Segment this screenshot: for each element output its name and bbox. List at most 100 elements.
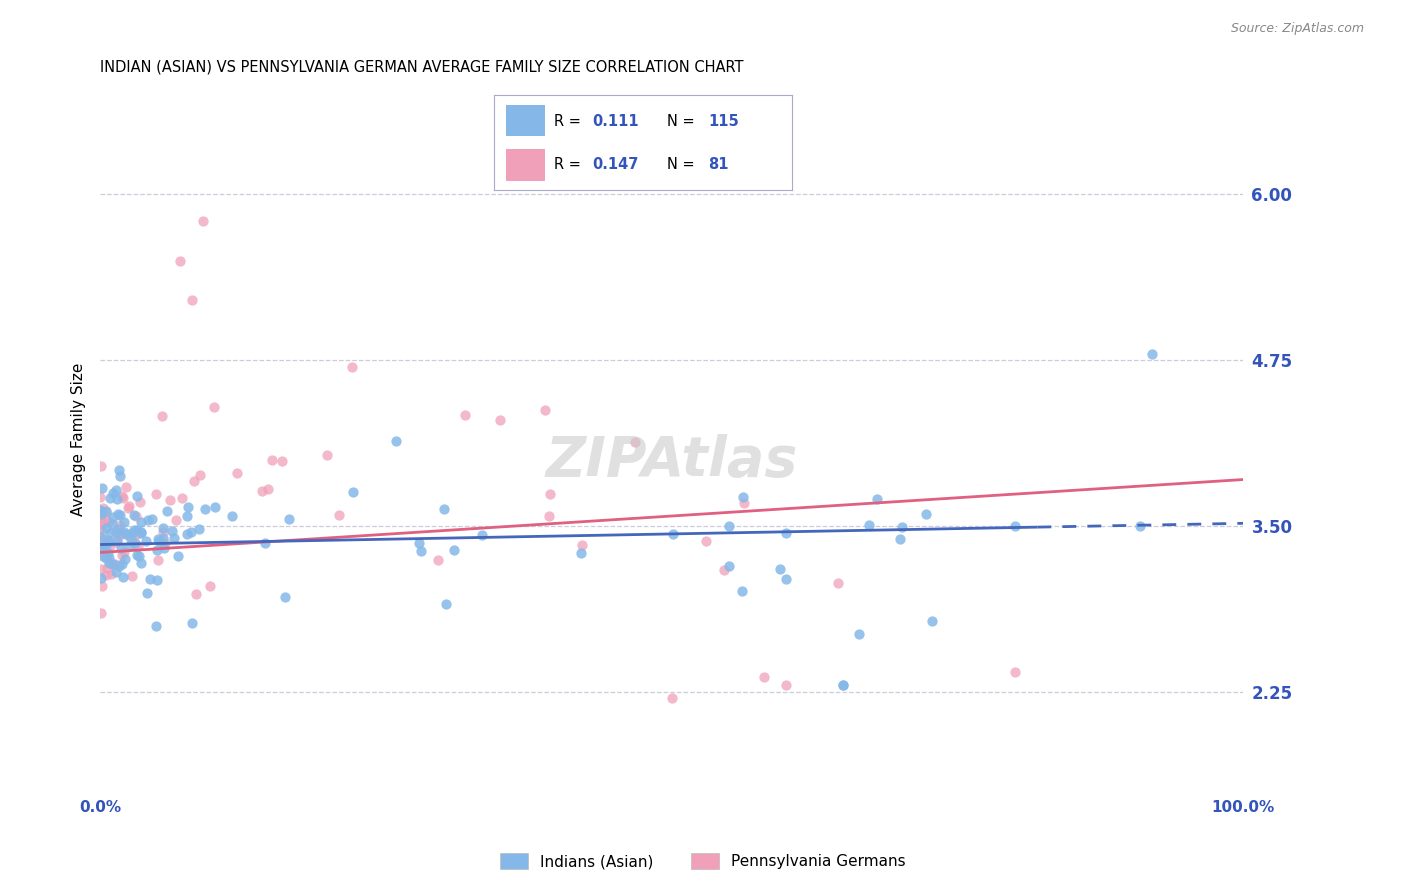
Point: [145, 573, 167, 587]
Point: [156, 504, 179, 518]
Point: [146, 532, 169, 546]
Point: [122, 524, 145, 538]
Point: [110, 541, 132, 555]
Point: [128, 549, 150, 564]
Point: [775, 678, 797, 692]
Point: [152, 541, 174, 556]
Point: [172, 491, 194, 505]
Point: [254, 535, 277, 549]
Point: [105, 491, 128, 506]
Point: [90, 578, 112, 592]
Point: [661, 691, 683, 706]
Point: [538, 509, 561, 524]
Point: [271, 453, 294, 467]
Point: [427, 552, 450, 566]
Point: [101, 517, 124, 532]
Point: [257, 482, 280, 496]
Point: [571, 538, 593, 552]
Point: [176, 527, 198, 541]
Point: [167, 549, 190, 563]
Point: [733, 490, 755, 504]
Point: [827, 576, 849, 591]
Point: [89, 491, 111, 505]
Point: [866, 491, 889, 506]
Point: [180, 293, 202, 308]
Point: [135, 534, 157, 549]
Point: [152, 525, 174, 540]
Point: [152, 521, 174, 535]
Point: [534, 402, 557, 417]
Point: [115, 527, 138, 541]
Point: [1004, 519, 1026, 533]
Point: [340, 359, 363, 374]
Point: [328, 508, 350, 523]
Point: [111, 558, 134, 572]
Point: [89, 510, 111, 524]
Text: Source: ZipAtlas.com: Source: ZipAtlas.com: [1230, 22, 1364, 36]
Point: [188, 468, 211, 483]
Point: [409, 543, 432, 558]
Point: [90, 562, 112, 576]
Point: [91, 549, 114, 563]
Point: [108, 463, 131, 477]
Point: [90, 522, 112, 536]
Point: [121, 532, 143, 546]
Point: [90, 541, 112, 555]
Point: [384, 434, 406, 449]
Point: [186, 587, 208, 601]
Point: [177, 500, 200, 515]
Point: [112, 525, 135, 540]
Point: [100, 567, 122, 582]
Point: [180, 525, 202, 540]
Point: [127, 539, 149, 553]
Point: [470, 528, 492, 542]
Point: [93, 541, 115, 556]
Point: [188, 522, 211, 536]
Point: [159, 493, 181, 508]
Point: [89, 529, 111, 543]
Point: [125, 526, 148, 541]
Point: [832, 678, 855, 692]
Point: [90, 481, 112, 495]
Point: [141, 512, 163, 526]
Point: [98, 525, 121, 540]
Point: [97, 546, 120, 560]
Point: [443, 543, 465, 558]
Point: [111, 491, 134, 505]
Point: [103, 509, 125, 524]
Point: [571, 546, 593, 560]
Point: [136, 512, 159, 526]
Point: [858, 518, 880, 533]
Point: [274, 590, 297, 604]
Text: INDIAN (ASIAN) VS PENNSYLVANIA GERMAN AVERAGE FAMILY SIZE CORRELATION CHART: INDIAN (ASIAN) VS PENNSYLVANIA GERMAN AV…: [100, 60, 744, 75]
Point: [131, 556, 153, 570]
Point: [150, 409, 173, 423]
Point: [114, 552, 136, 566]
Point: [221, 508, 243, 523]
Point: [91, 501, 114, 516]
Point: [260, 452, 283, 467]
Point: [454, 409, 477, 423]
Point: [98, 535, 121, 549]
Point: [129, 515, 152, 529]
Point: [105, 566, 128, 580]
Point: [124, 508, 146, 522]
Point: [96, 504, 118, 518]
Point: [111, 548, 134, 562]
Point: [1129, 519, 1152, 533]
Point: [90, 571, 112, 585]
Point: [124, 508, 146, 523]
Point: [107, 528, 129, 542]
Point: [127, 489, 149, 503]
Point: [101, 486, 124, 500]
Point: [695, 534, 717, 549]
Point: [775, 525, 797, 540]
Point: [108, 558, 131, 573]
Point: [176, 509, 198, 524]
Point: [169, 253, 191, 268]
Point: [96, 550, 118, 565]
Point: [661, 527, 683, 541]
Point: [112, 570, 135, 584]
Point: [101, 557, 124, 571]
Point: [101, 557, 124, 571]
